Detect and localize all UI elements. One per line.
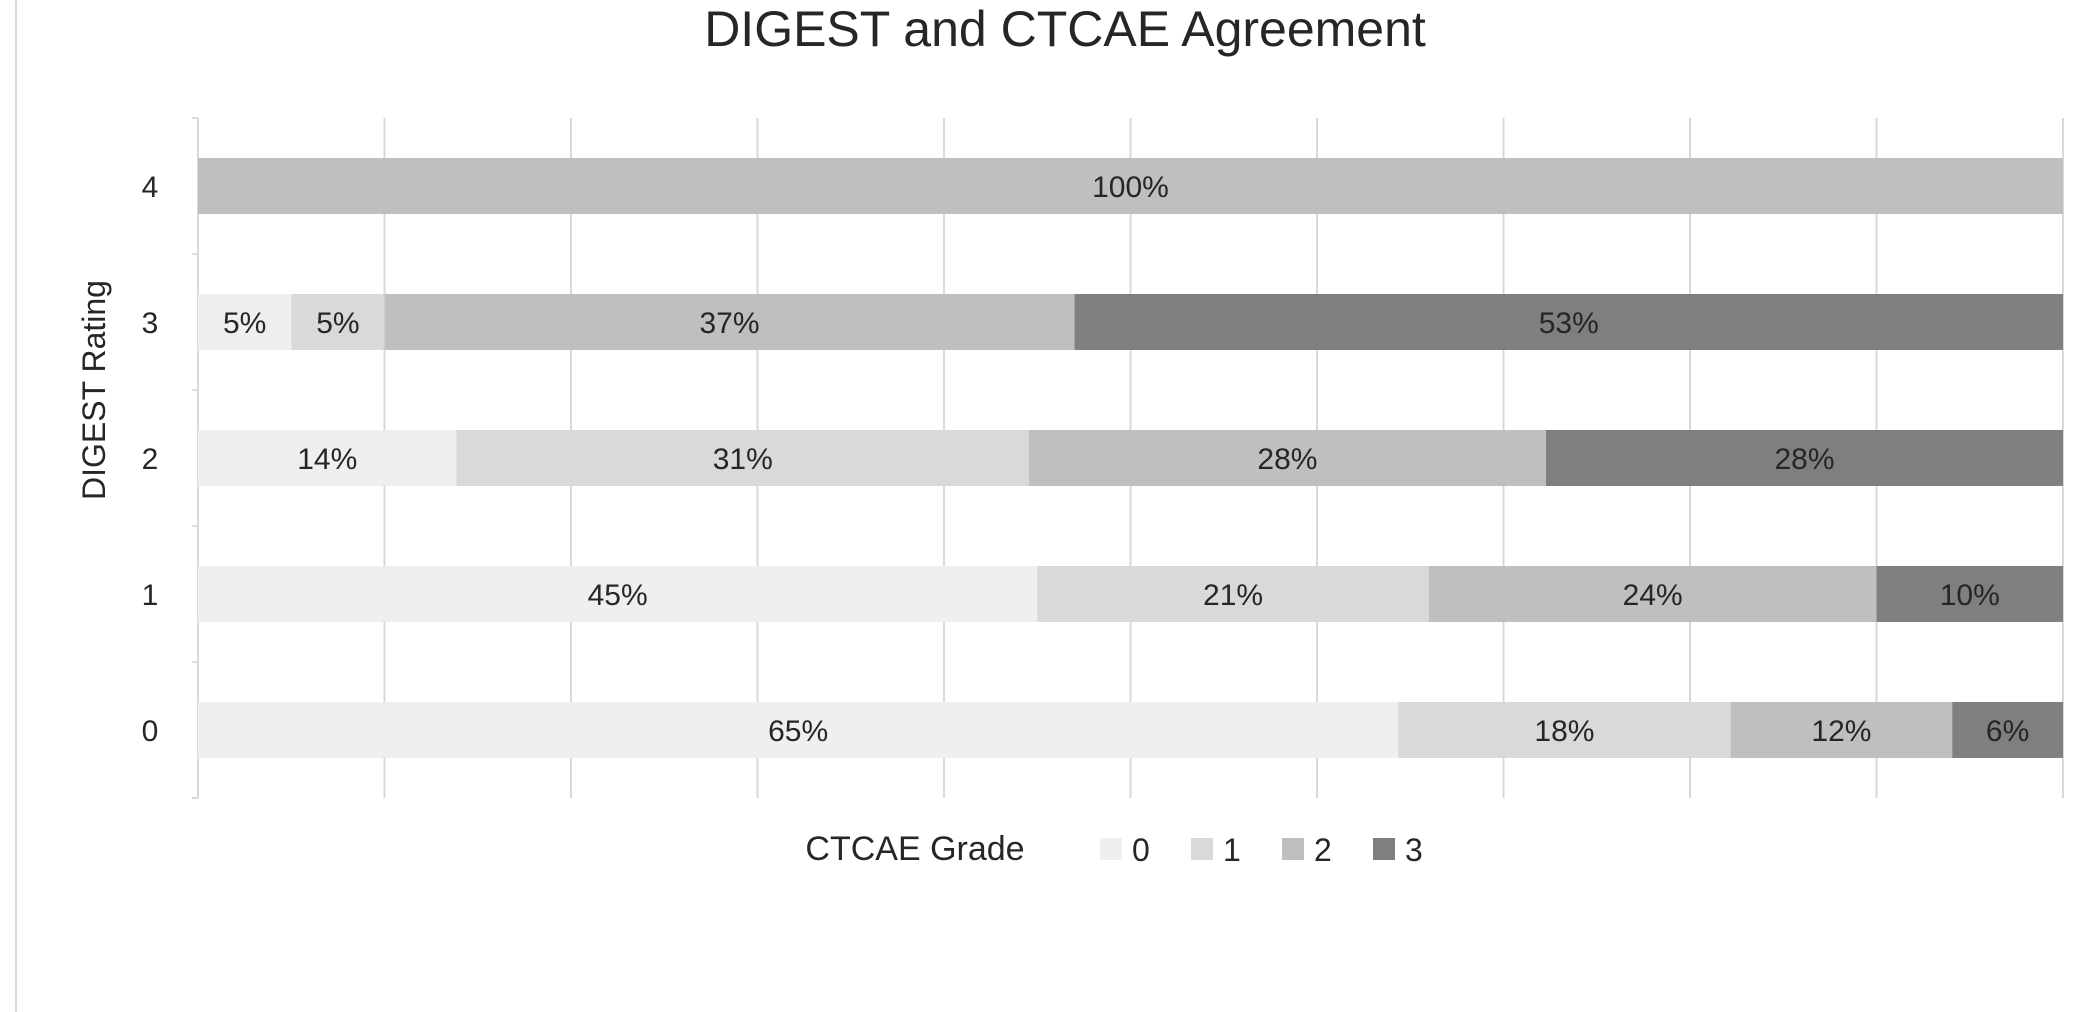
bar-segment-grade-1 [456,430,1029,486]
bar-segment-grade-2 [384,294,1075,350]
y-tick-label: 0 [142,715,159,748]
data-label: 12% [1811,715,1871,748]
legend-label: 1 [1223,832,1241,868]
y-tick-labels: 0 1 2 3 4 [142,171,159,748]
bar-segment-grade-0 [198,566,1038,622]
data-label: 28% [1257,443,1317,476]
y-tick-label: 3 [142,307,159,340]
legend-swatch-grade-2 [1282,838,1304,860]
data-label: 5% [223,307,266,340]
bar-segment-grade-0 [198,430,457,486]
data-label: 14% [297,443,357,476]
data-label: 24% [1623,579,1683,612]
data-label: 5% [316,307,359,340]
bar-segment-grade-3 [1074,294,2063,350]
legend-label: 3 [1405,832,1423,868]
bar-segment-grade-2 [1028,430,1546,486]
legend-label: 2 [1314,832,1332,868]
bar-segment-grade-2 [198,158,2063,214]
chart-title: DIGEST and CTCAE Agreement [704,1,1426,57]
bar-segment-grade-1 [291,294,385,350]
data-label: 28% [1774,443,1834,476]
data-label: 53% [1539,307,1599,340]
bar-segment-grade-2 [1730,702,1953,758]
legend-swatch-grade-1 [1191,838,1213,860]
bar-segment-grade-3 [1876,566,2063,622]
legend-label: 0 [1132,832,1150,868]
bars: 65% 18% 12% 6% 45% 21% 24% 10% 14% 31% 28% 28% 5% 5% 3… [198,158,2063,758]
y-tick-label: 2 [142,443,159,476]
legend-swatch-grade-0 [1100,838,1122,860]
legend: CTCAE Grade 0 1 2 3 [805,830,1422,868]
data-label: 10% [1940,579,2000,612]
bar-segment-grade-3 [1545,430,2063,486]
data-label: 18% [1534,715,1594,748]
legend-swatch-grade-3 [1373,838,1395,860]
bar-segment-grade-0 [198,294,292,350]
bar-segment-grade-3 [1952,702,2063,758]
bar-segment-grade-0 [198,702,1399,758]
y-tick-label: 1 [142,579,159,612]
data-label: 45% [588,579,648,612]
y-tick-label: 4 [142,171,159,204]
legend-title: CTCAE Grade [805,830,1024,868]
data-label: 37% [700,307,760,340]
data-label: 100% [1092,171,1169,204]
bar-segment-grade-1 [1037,566,1429,622]
data-label: 65% [768,715,828,748]
bar-segment-grade-2 [1428,566,1877,622]
bar-segment-grade-1 [1398,702,1731,758]
y-axis-label: DIGEST Rating [76,280,112,500]
data-label: 31% [713,443,773,476]
data-label: 6% [1986,715,2029,748]
data-label: 21% [1203,579,1263,612]
